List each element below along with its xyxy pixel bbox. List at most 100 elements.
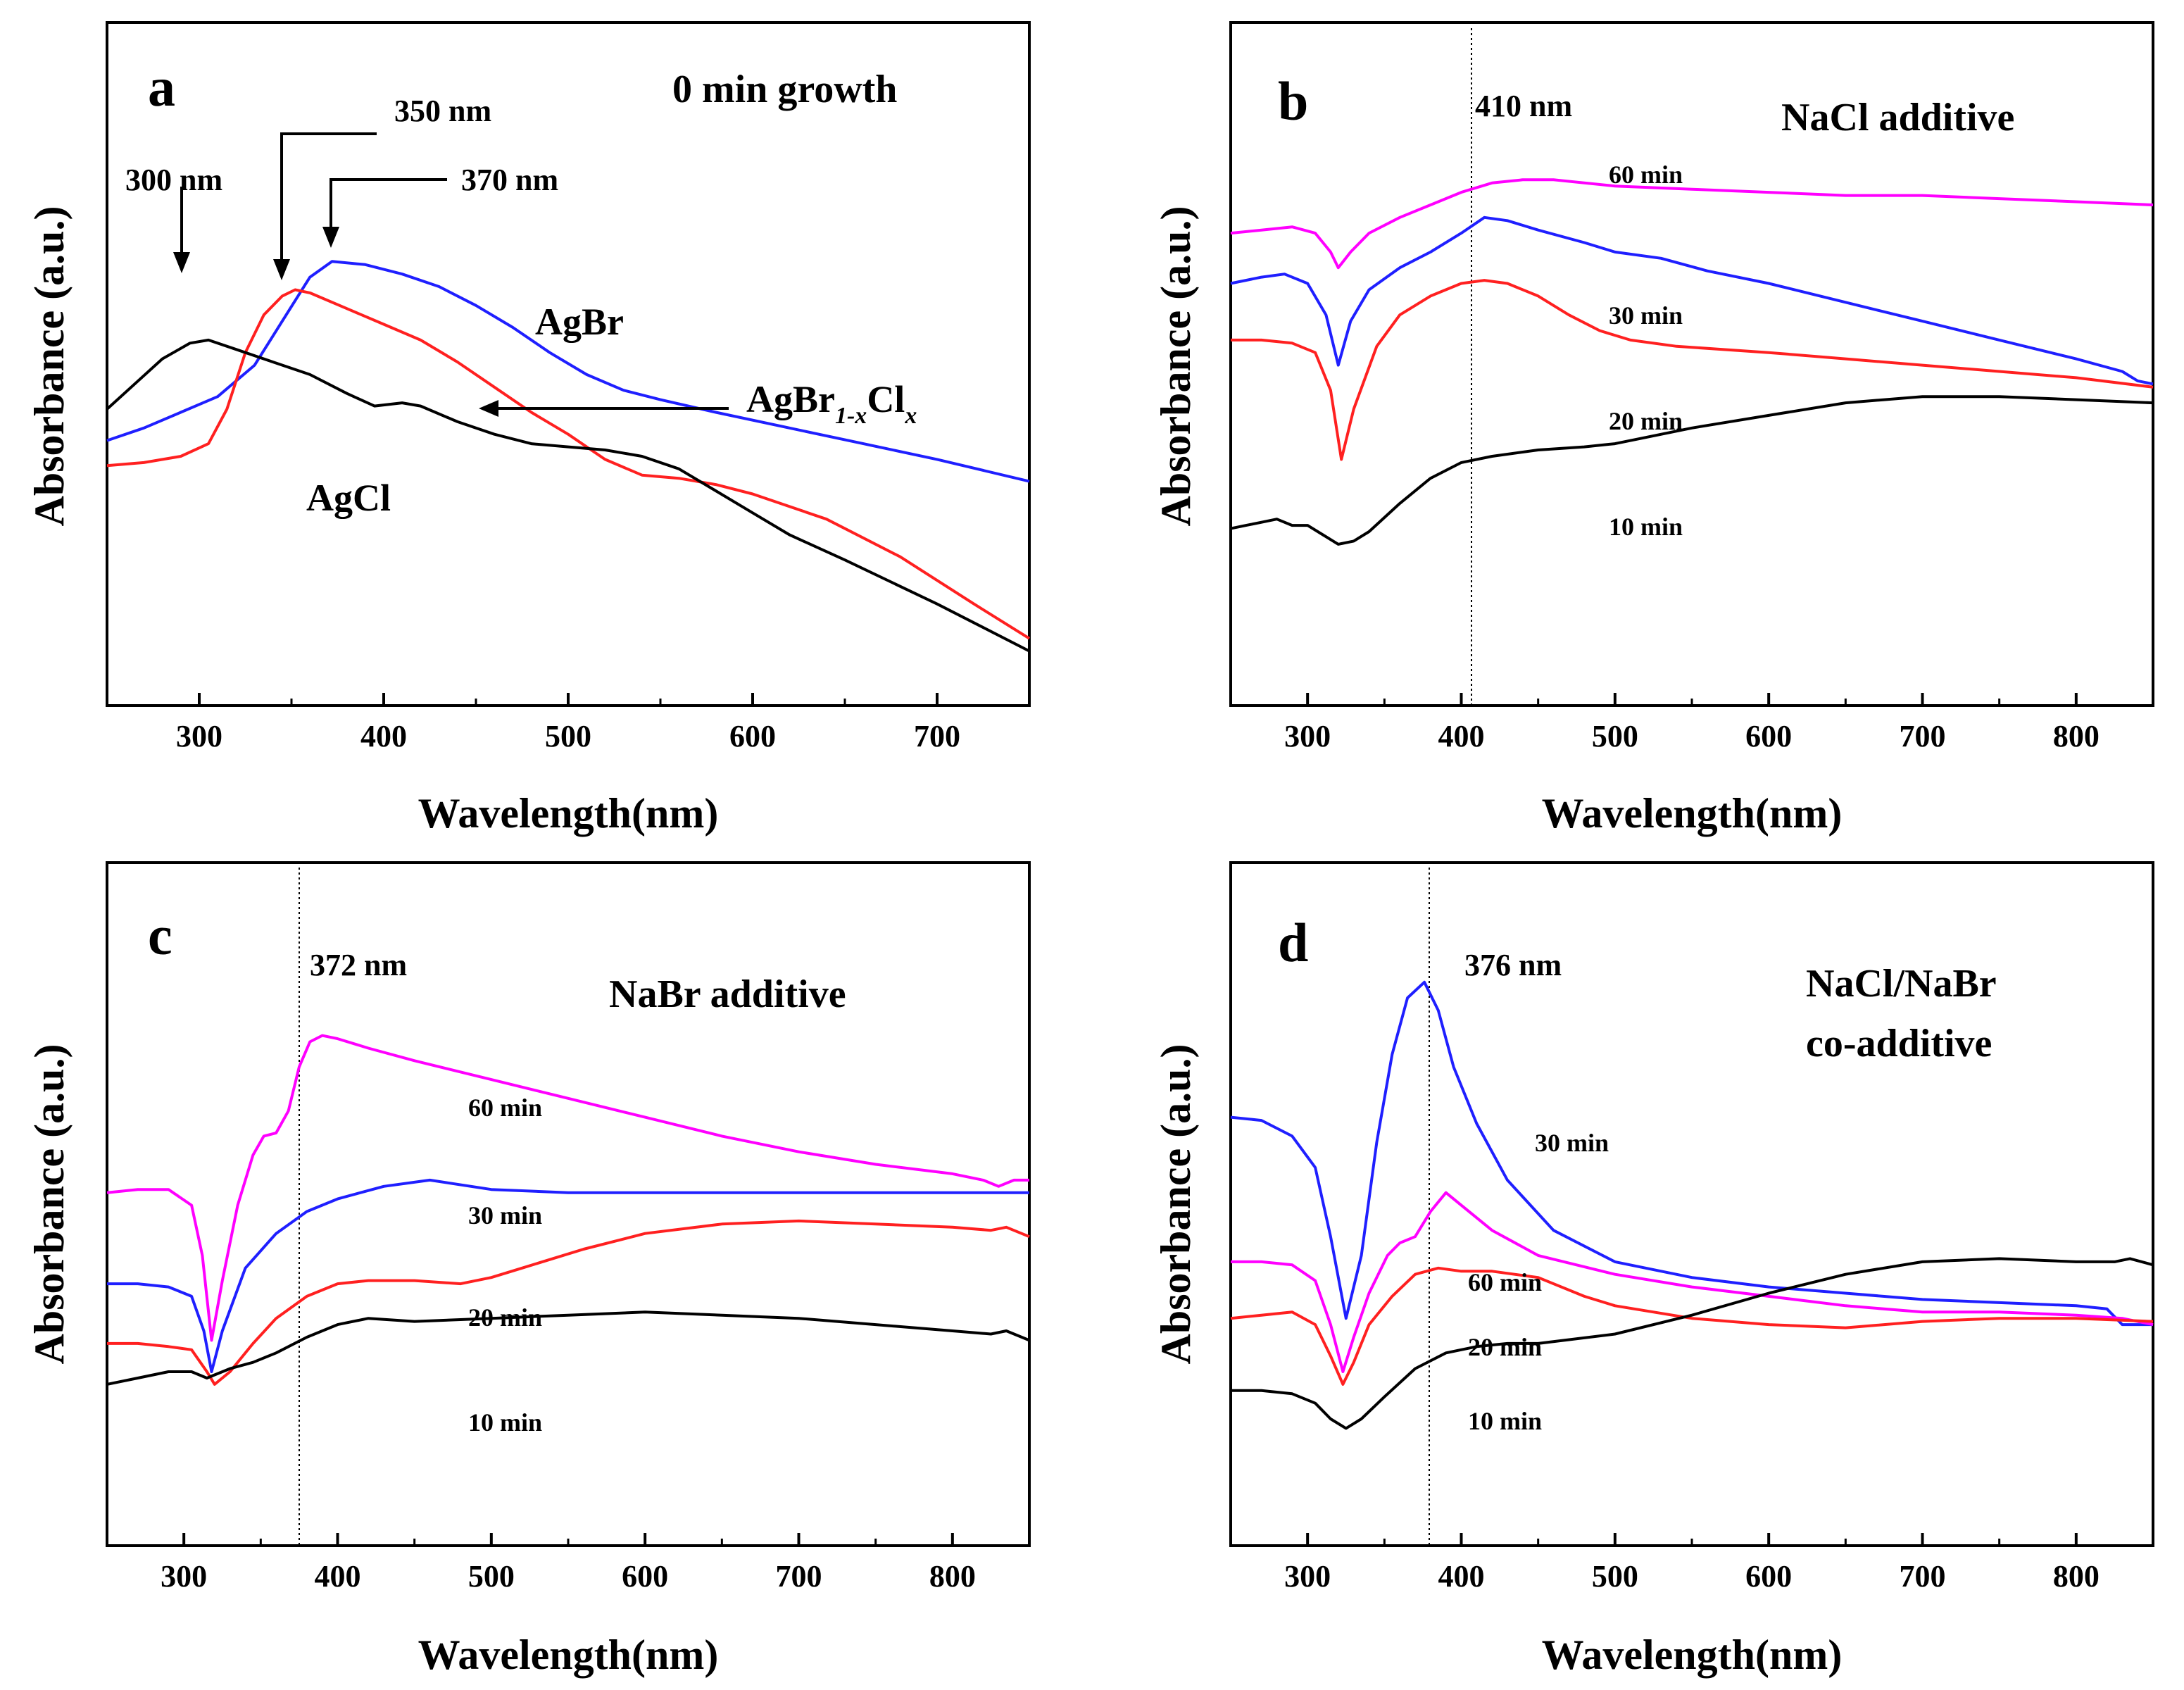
panel-b-label-10min: 10 min — [1609, 513, 1683, 541]
panel-b-label-20min: 20 min — [1609, 407, 1683, 435]
panel-d-series — [1230, 980, 2154, 1430]
panel-b-xtick-label: 500 — [1592, 719, 1638, 753]
panel-c-marker-label: 372 nm — [310, 948, 407, 982]
label-agbr: AgBr — [535, 301, 624, 343]
panel-c: 300 400 500 600 700 800 c NaBr additive 372 n… — [26, 861, 1031, 1678]
panel-b-letter: b — [1278, 70, 1308, 132]
panel-b-label-30min: 30 min — [1609, 301, 1683, 330]
panel-d-ylabel: Absorbance (a.u.) — [1153, 1044, 1199, 1364]
panel-d-title-line1: NaCl/NaBr — [1806, 962, 1997, 1006]
panel-c-label-20min: 20 min — [468, 1303, 542, 1332]
panel-a-series-agcl — [106, 338, 1030, 653]
annotation-370nm: 370 nm — [461, 163, 558, 197]
panel-d-marker-label: 376 nm — [1464, 948, 1562, 982]
panel-c-xtick-label: 600 — [622, 1559, 668, 1594]
label-mixed-sub1: 1-x — [835, 403, 867, 429]
panel-a-xtick-label: 400 — [360, 719, 407, 753]
arrowhead-300nm — [173, 252, 190, 273]
panel-b-series-60-min — [1230, 178, 2154, 270]
panel-a-arrows — [180, 132, 729, 410]
panel-d-xtick-label: 700 — [1900, 1559, 1946, 1594]
panel-d-xtick-label: 300 — [1284, 1559, 1331, 1594]
panel-b-series-30-min — [1230, 215, 2154, 386]
panel-a: 300 400 500 600 700 a 0 min growth 300 nm 35… — [26, 21, 1031, 837]
label-agbr1-xclx: AgBr1-xClx — [746, 378, 917, 429]
panel-a-xtick-label: 500 — [545, 719, 591, 753]
panel-d-label-60min: 60 min — [1468, 1268, 1542, 1296]
arrow-350nm — [280, 132, 377, 264]
panel-d-x-ticks: 300 400 500 600 700 800 — [1229, 1533, 2154, 1594]
annotation-350nm: 350 nm — [394, 94, 491, 128]
panel-c-ylabel: Absorbance (a.u.) — [26, 1044, 73, 1364]
panel-d-xtick-label: 400 — [1438, 1559, 1485, 1594]
arrowhead-350nm — [273, 259, 290, 280]
panel-b: 300 400 500 600 700 800 b NaCl additive 410 n… — [1153, 21, 2154, 837]
panel-c-xtick-label: 300 — [161, 1559, 207, 1594]
panel-d-series-60-min — [1231, 1191, 2154, 1373]
panel-c-series-20-min — [107, 1219, 1030, 1386]
panel-c-series-10-min — [106, 1310, 1030, 1386]
panel-d-series-30-min — [1230, 980, 2153, 1327]
panel-a-xlabel: Wavelength(nm) — [418, 790, 719, 837]
panel-a-xtick-label: 700 — [914, 719, 960, 753]
panel-d-title-line2: co-additive — [1806, 1022, 1992, 1065]
panel-c-letter: c — [148, 905, 172, 966]
panel-b-xlabel: Wavelength(nm) — [1542, 790, 1843, 837]
panel-d-label-20min: 20 min — [1468, 1333, 1542, 1361]
panel-d-xtick-label: 600 — [1745, 1559, 1792, 1594]
panel-c-label-60min: 60 min — [468, 1094, 542, 1122]
panel-c-xtick-label: 800 — [929, 1559, 976, 1594]
label-mixed-sub2: x — [904, 403, 917, 429]
panel-d-xtick-label: 500 — [1592, 1559, 1638, 1594]
arrowhead-mixed — [479, 400, 498, 417]
panel-c-frame — [106, 861, 1031, 1547]
panel-c-label-10min: 10 min — [468, 1408, 542, 1436]
panel-c-xtick-label: 500 — [468, 1559, 515, 1594]
panel-d-label-10min: 10 min — [1468, 1407, 1542, 1435]
panel-c-series — [106, 1034, 1030, 1386]
panel-c-title: NaBr additive — [609, 972, 846, 1016]
panel-b-xtick-label: 800 — [2053, 719, 2100, 753]
panel-c-label-30min: 30 min — [468, 1201, 542, 1229]
panel-c-series-30-min — [107, 1178, 1029, 1373]
panel-b-xtick-label: 400 — [1438, 719, 1485, 753]
annotation-300nm: 300 nm — [125, 163, 222, 197]
panel-b-marker-label: 410 nm — [1475, 89, 1572, 123]
panel-b-series-20-min — [1231, 279, 2154, 461]
panel-a-xtick-label: 300 — [176, 719, 222, 753]
panel-b-series-10-min — [1230, 395, 2154, 546]
panel-b-label-60min: 60 min — [1609, 161, 1683, 189]
panel-a-title: 0 min growth — [672, 68, 897, 111]
panel-d-label-30min: 30 min — [1535, 1129, 1609, 1157]
arrowhead-370nm — [322, 227, 339, 248]
panel-c-series-60-min — [106, 1034, 1029, 1342]
panel-b-ylabel: Absorbance (a.u.) — [1153, 206, 1199, 526]
panel-d-series-20-min — [1230, 1266, 2154, 1386]
panel-a-letter: a — [148, 56, 175, 118]
panel-a-series-agbr — [106, 260, 1030, 483]
panel-b-title: NaCl additive — [1781, 96, 2014, 139]
panel-a-x-ticks: 300 400 500 600 700 — [106, 693, 1031, 753]
panel-b-xtick-label: 600 — [1745, 719, 1792, 753]
label-agcl: AgCl — [306, 477, 391, 519]
panel-b-xtick-label: 700 — [1900, 719, 1946, 753]
panel-c-xtick-label: 700 — [776, 1559, 822, 1594]
panel-c-x-ticks: 300 400 500 600 700 800 — [106, 1533, 1031, 1594]
panel-d: 300 400 500 600 700 800 d NaCl/NaBr co-additi… — [1153, 861, 2154, 1678]
panel-d-series-10-min — [1231, 1257, 2154, 1430]
panel-a-series — [106, 260, 1031, 653]
panel-c-xtick-label: 400 — [315, 1559, 361, 1594]
label-mixed-base: AgBr — [746, 378, 835, 420]
panel-a-ylabel: Absorbance (a.u.) — [26, 206, 73, 526]
label-mixed-cl: Cl — [867, 378, 905, 420]
panel-a-series-agbr1-xclx — [106, 288, 1031, 640]
panel-d-xtick-label: 800 — [2053, 1559, 2100, 1594]
panel-b-series — [1230, 178, 2154, 546]
arrow-370nm — [330, 178, 447, 232]
panel-c-xlabel: Wavelength(nm) — [418, 1632, 719, 1678]
panel-d-letter: d — [1278, 912, 1308, 973]
panel-d-xlabel: Wavelength(nm) — [1542, 1632, 1843, 1678]
panel-b-xtick-label: 300 — [1284, 719, 1331, 753]
panel-a-arrowheads — [173, 227, 498, 417]
